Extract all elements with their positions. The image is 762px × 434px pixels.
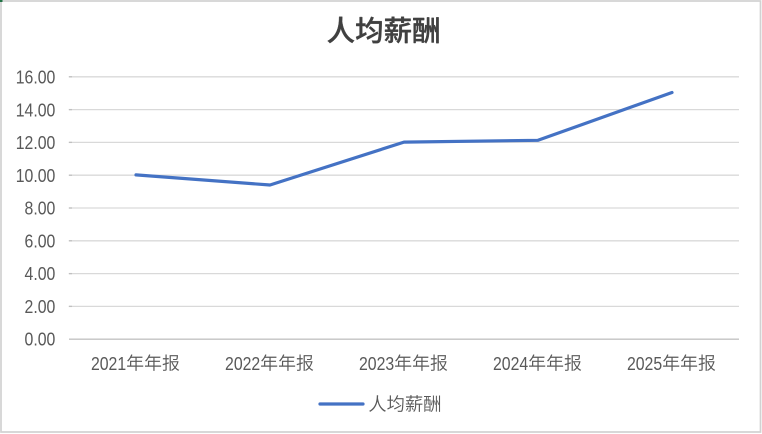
svg-text:16.00: 16.00 bbox=[16, 66, 56, 87]
svg-text:14.00: 14.00 bbox=[16, 99, 56, 120]
svg-text:4.00: 4.00 bbox=[25, 263, 56, 284]
svg-text:2022: 2022 bbox=[225, 353, 260, 374]
svg-text:2024: 2024 bbox=[493, 353, 529, 374]
svg-text:2021: 2021 bbox=[91, 353, 126, 374]
svg-text:12.00: 12.00 bbox=[16, 132, 56, 153]
svg-text:6.00: 6.00 bbox=[25, 230, 56, 251]
svg-text:2.00: 2.00 bbox=[25, 296, 56, 317]
svg-text:10.00: 10.00 bbox=[16, 165, 56, 186]
svg-text:2025: 2025 bbox=[627, 353, 662, 374]
svg-text:0.00: 0.00 bbox=[25, 328, 56, 349]
svg-text:8.00: 8.00 bbox=[25, 197, 56, 218]
svg-text:2023: 2023 bbox=[359, 353, 394, 374]
